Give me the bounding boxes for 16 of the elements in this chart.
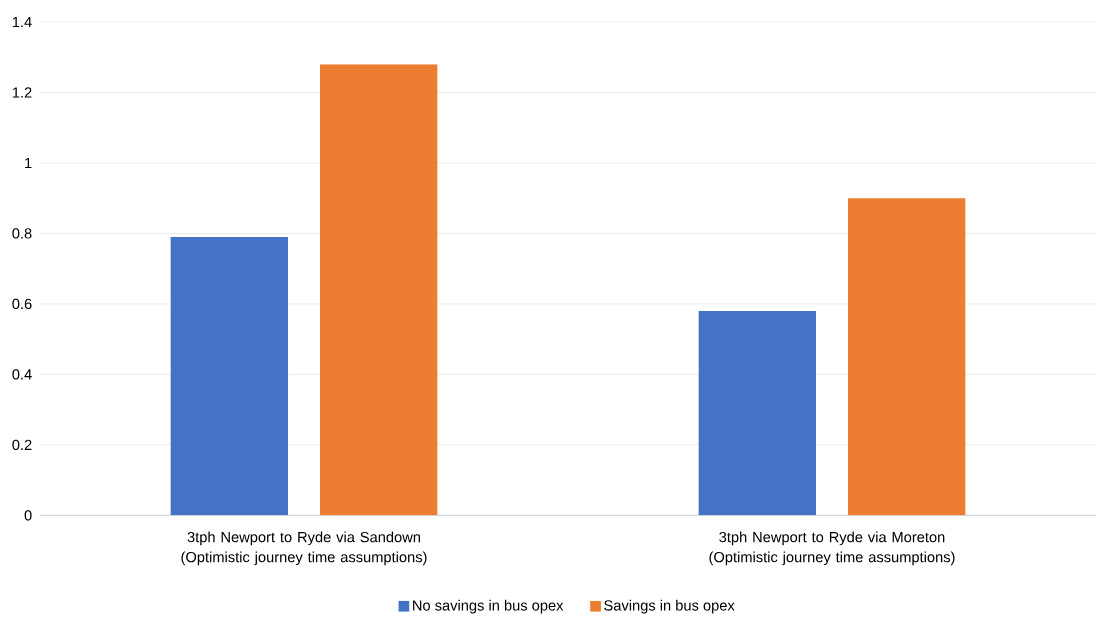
y-tick-label: 0.6 xyxy=(12,298,32,310)
y-tick-label: 0.4 xyxy=(12,369,32,380)
x-tick-label: 3tph Newport to Ryde via Sandown (Optimistic journey time assumptions) xyxy=(181,531,427,566)
legend-label: No savings in bus opex xyxy=(413,599,564,614)
y-tick-label: 1.2 xyxy=(12,87,32,98)
bar xyxy=(848,198,966,516)
y-tick-label: 0.8 xyxy=(12,228,32,239)
y-tick-label: 1 xyxy=(25,157,32,168)
x-tick-label: 3tph Newport to Ryde via Moreton (Optimistic journey time assumptions) xyxy=(709,531,955,566)
bar xyxy=(320,64,438,516)
bar xyxy=(170,236,289,516)
y-tick-label: 1.4 xyxy=(12,16,32,28)
y-tick-label: 0 xyxy=(24,510,32,521)
bar xyxy=(698,310,816,516)
y-tick-label: 0.2 xyxy=(12,439,32,451)
legend-label: Savings in bus opex xyxy=(604,599,735,614)
